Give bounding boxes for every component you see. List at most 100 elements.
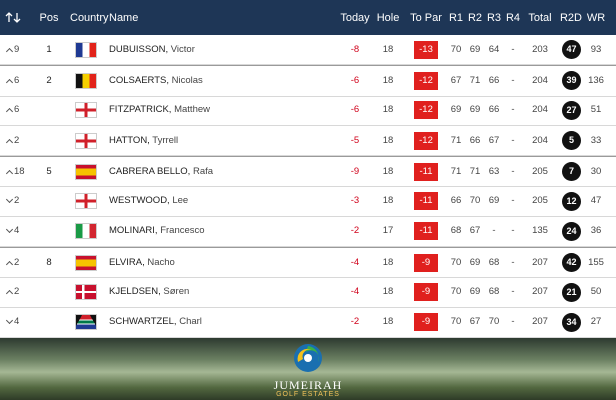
trend-arrow [5, 169, 14, 177]
round-score: 70 [450, 316, 462, 328]
player-row[interactable]: 9 1 DUBUISSON, Victor -8 18 -13 70 69 64- 203 47 93 [0, 35, 616, 66]
column-header: R3 [486, 12, 502, 24]
race-to-dubai: 39 [562, 71, 581, 91]
round-score: 66 [450, 195, 462, 207]
position-move: 6 [14, 74, 20, 86]
player-name: MOLINARI, Francesco [109, 225, 205, 236]
trend-arrow [5, 317, 14, 325]
player-row[interactable]: 2 KJELDSEN, Søren -4 18 -9 70 69 68- 207 21 50 [0, 277, 616, 308]
hole: 18 [382, 43, 394, 55]
race-to-dubai: 12 [562, 191, 581, 211]
given-name: Tyrrell [152, 134, 179, 146]
total: 205 [532, 195, 548, 207]
given-name: Nicolas [171, 74, 203, 86]
surname: MOLINARI, [109, 225, 158, 237]
to-par: -12 [414, 71, 438, 90]
round-score: 69 [450, 104, 462, 116]
given-name: Lee [172, 195, 189, 207]
world-ranking: 51 [590, 104, 602, 116]
surname: HATTON, [109, 134, 150, 146]
country-flag [75, 284, 97, 301]
round-score: - [511, 316, 515, 328]
position-move: 2 [14, 256, 20, 268]
round-score: 63 [488, 165, 500, 177]
round-score: 70 [450, 43, 462, 55]
round-score: 67 [488, 134, 500, 146]
hole: 18 [382, 104, 394, 116]
sponsor-banner[interactable]: JUMEIRAH GOLF ESTATES [0, 338, 616, 400]
country-flag [75, 163, 97, 180]
today-score: -2 [350, 316, 360, 328]
round-score: - [511, 43, 515, 55]
round-score: - [511, 74, 515, 86]
player-row[interactable]: 2 8 ELVIRA, Nacho -4 18 -9 70 69 68- 207 42 155 [0, 247, 616, 279]
surname: COLSAERTS, [109, 74, 170, 86]
round-score: 69 [469, 286, 481, 298]
total: 204 [532, 74, 548, 86]
country-flag [75, 102, 97, 119]
column-header: Pos [39, 12, 59, 24]
player-row[interactable]: 2 HATTON, Tyrrell -5 18 -12 71 66 67- 204 5 33 [0, 126, 616, 157]
world-ranking: 27 [590, 316, 602, 328]
given-name: Francesco [160, 225, 205, 237]
player-row[interactable]: 4 MOLINARI, Francesco -2 17 -11 68 67- -135 24 36 [0, 217, 616, 248]
player-row[interactable]: 4 SCHWARTZEL, Charl -2 18 -9 70 67 70-207 34 27 [0, 308, 616, 338]
world-ranking: 30 [590, 165, 602, 177]
to-par: -11 [414, 222, 438, 241]
total: 203 [532, 43, 548, 55]
position-move: 6 [14, 104, 20, 116]
to-par: -12 [414, 131, 438, 150]
player-row[interactable]: 6 2 COLSAERTS, Nicolas -6 18 -12 67 71 66- 204 39 1… [0, 65, 616, 97]
hole: 18 [382, 165, 394, 177]
sponsor-logo [294, 344, 322, 372]
total: 207 [532, 316, 548, 328]
world-ranking: 93 [590, 43, 602, 55]
total: 204 [532, 104, 548, 116]
position-move: 2 [14, 286, 20, 298]
round-score: 70 [450, 256, 462, 268]
round-score: 64 [488, 43, 500, 55]
world-ranking: 50 [590, 286, 602, 298]
round-score: 66 [488, 104, 500, 116]
hole: 18 [382, 286, 394, 298]
player-name: HATTON, Tyrrell [109, 135, 178, 146]
column-header: R1 [448, 12, 464, 24]
country-flag [75, 41, 97, 58]
trend-arrow [5, 138, 14, 146]
player-name: COLSAERTS, Nicolas [109, 75, 203, 86]
surname: KJELDSEN, [109, 286, 161, 298]
given-name: Matthew [174, 104, 210, 116]
position: 8 [46, 256, 52, 268]
hole: 18 [382, 256, 394, 268]
total: 207 [532, 286, 548, 298]
total: 135 [532, 225, 548, 237]
world-ranking: 136 [588, 74, 604, 86]
trend-arrow [5, 226, 14, 234]
given-name: Charl [179, 316, 202, 328]
player-name: WESTWOOD, Lee [109, 195, 188, 206]
given-name: Victor [170, 43, 195, 55]
hole: 17 [382, 225, 394, 237]
world-ranking: 33 [590, 134, 602, 146]
given-name: Søren [163, 286, 190, 298]
race-to-dubai: 21 [562, 282, 581, 302]
player-name: SCHWARTZEL, Charl [109, 316, 202, 327]
player-row[interactable]: 6 FITZPATRICK, Matthew -6 18 -12 69 69 66- 204 27… [0, 96, 616, 126]
sort-icon[interactable] [5, 12, 21, 23]
today-score: -4 [350, 256, 360, 268]
country-flag [75, 314, 97, 331]
world-ranking: 36 [590, 225, 602, 237]
surname: WESTWOOD, [109, 195, 170, 207]
player-row[interactable]: 2 WESTWOOD, Lee -3 18 -11 66 70 69- 205 12 47 [0, 187, 616, 217]
total: 207 [532, 256, 548, 268]
player-name: DUBUISSON, Victor [109, 44, 195, 55]
country-flag [75, 193, 97, 210]
player-row[interactable]: 18 5 CABRERA BELLO, Rafa -9 18 -11 71 71 63- 205 7… [0, 156, 616, 188]
round-score: 66 [469, 134, 481, 146]
race-to-dubai: 7 [562, 162, 581, 182]
round-score: 70 [469, 195, 481, 207]
column-header: To Par [410, 12, 442, 24]
trend-arrow [5, 260, 14, 268]
to-par: -13 [414, 40, 438, 59]
